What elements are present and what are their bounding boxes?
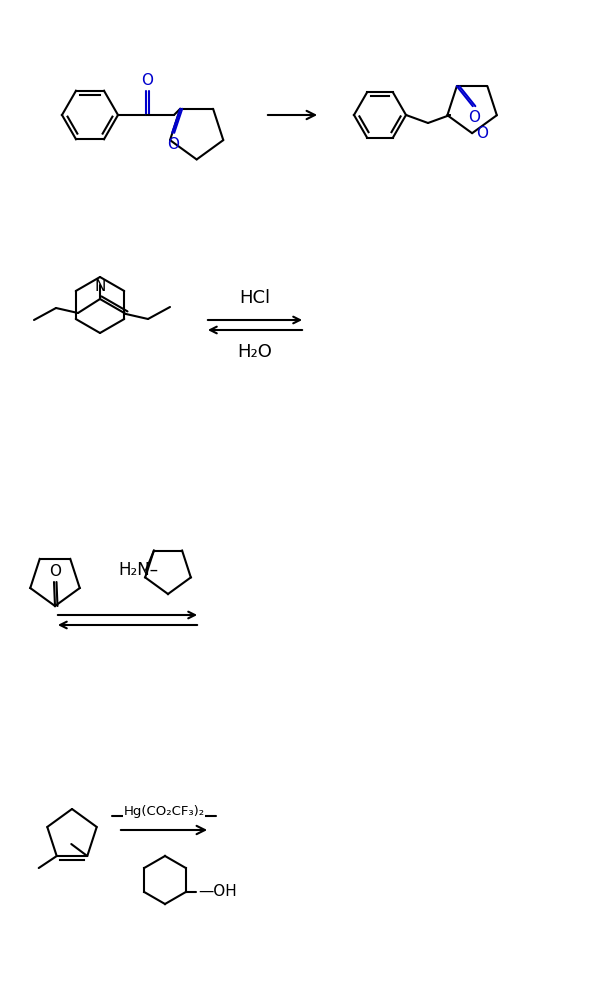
Text: —OH: —OH [198, 885, 237, 900]
Text: H₂O: H₂O [238, 343, 272, 361]
Text: O: O [476, 125, 488, 140]
Text: N: N [94, 279, 105, 294]
Text: O: O [49, 564, 61, 579]
Text: O: O [468, 110, 480, 125]
Text: O: O [167, 137, 179, 152]
Text: H₂N–: H₂N– [118, 561, 158, 579]
Text: HCl: HCl [240, 289, 271, 307]
Text: O: O [141, 73, 153, 88]
Text: Hg(CO₂CF₃)₂: Hg(CO₂CF₃)₂ [123, 805, 204, 818]
